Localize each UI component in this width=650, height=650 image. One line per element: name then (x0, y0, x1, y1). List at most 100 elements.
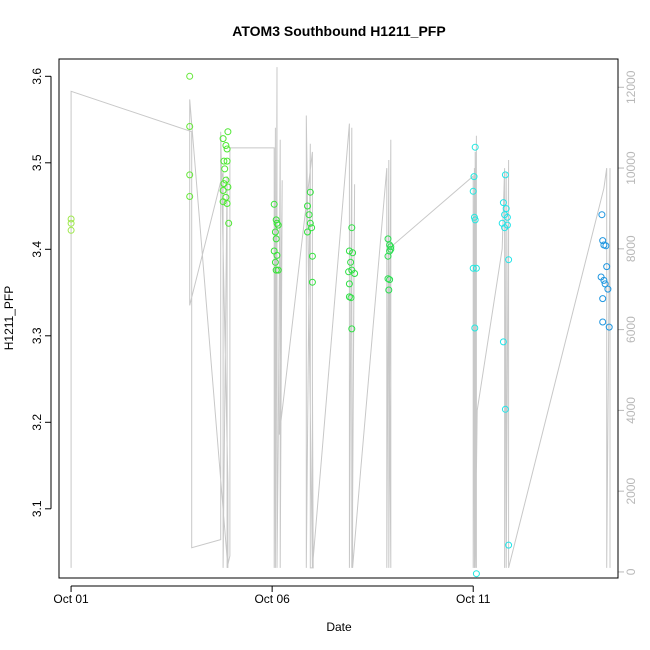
x-tick-label: Oct 01 (53, 592, 89, 606)
data-point (270, 200, 278, 208)
data-point (349, 249, 357, 257)
data-point (601, 280, 609, 288)
data-point (273, 251, 281, 259)
data-point (501, 171, 509, 179)
data-point (386, 276, 394, 284)
data-point (273, 219, 281, 227)
data-point (186, 193, 194, 200)
data-point (186, 72, 194, 80)
data-point (501, 405, 509, 413)
y-tick-label: 3.2 (30, 414, 44, 431)
data-point (308, 224, 316, 232)
data-point (503, 213, 511, 221)
y2-tick-label: 2000 (624, 478, 638, 505)
x-tick-label: Oct 11 (456, 592, 491, 606)
y-tick-label: 3.3 (30, 327, 44, 344)
data-point (224, 183, 232, 191)
data-point (306, 219, 314, 227)
chart-title: ATOM3 Southbound H1211_PFP (232, 23, 445, 39)
data-point (220, 157, 228, 165)
data-point (599, 318, 607, 326)
data-point (387, 245, 395, 253)
data-point (603, 263, 611, 271)
data-point (225, 219, 233, 227)
data-point (272, 235, 280, 243)
data-point (605, 323, 613, 331)
data-point (308, 278, 316, 286)
data-point (472, 570, 480, 578)
plot-frame (58, 58, 619, 579)
y2-tick-label: 12000 (624, 70, 638, 104)
data-point (274, 221, 282, 229)
data-point (470, 173, 478, 181)
data-point (471, 143, 479, 151)
y-tick-label: 3.1 (30, 500, 44, 517)
y-tick-label: 3.4 (30, 241, 44, 258)
y2-tick-label: 0 (624, 568, 638, 575)
y2-tick-label: 10000 (624, 151, 638, 185)
data-point (271, 228, 279, 236)
data-point (306, 188, 314, 196)
data-point (220, 180, 228, 188)
gray-line-layer (70, 67, 611, 569)
data-point (67, 226, 75, 234)
data-point (308, 252, 316, 260)
data-point (469, 264, 477, 272)
data-point (305, 211, 313, 219)
data-point (345, 280, 353, 288)
data-point (471, 216, 479, 224)
data-point (347, 294, 355, 302)
data-point (385, 286, 393, 294)
data-point (505, 256, 513, 264)
data-point (67, 219, 75, 227)
y-tick-label: 3.6 (30, 68, 44, 85)
data-point (499, 199, 507, 207)
y2-tick-label: 8000 (624, 235, 638, 262)
y-axis-label: H1211_PFP (2, 286, 16, 350)
data-point (272, 266, 280, 274)
data-point (472, 264, 480, 272)
data-point (348, 325, 356, 333)
data-point (600, 276, 608, 284)
data-point (599, 295, 607, 303)
data-point (221, 165, 229, 173)
data-point (351, 270, 359, 277)
data-point (471, 324, 479, 332)
data-point (223, 145, 231, 153)
data-point (271, 258, 279, 266)
data-point (604, 285, 612, 293)
data-point (347, 258, 355, 266)
data-point (348, 224, 356, 232)
data-point (469, 187, 477, 195)
data-point (499, 338, 507, 346)
data-point (222, 142, 230, 149)
data-point (67, 215, 75, 223)
data-point (503, 221, 511, 229)
data-point (304, 202, 311, 210)
x-tick-label: Oct 06 (254, 592, 290, 606)
data-point (304, 228, 311, 236)
data-point (274, 266, 282, 274)
x-axis-label: Date (326, 620, 352, 634)
data-point (186, 171, 194, 179)
data-point (384, 252, 392, 260)
data-point (599, 237, 607, 245)
data-point (186, 123, 194, 130)
data-point (224, 128, 232, 136)
data-point (505, 541, 513, 549)
data-point (387, 243, 395, 251)
data-point (219, 187, 227, 194)
points-layer (67, 72, 613, 578)
data-point (223, 200, 231, 207)
data-point (598, 211, 606, 219)
data-point (222, 176, 230, 184)
y-tick-label: 3.5 (30, 154, 44, 171)
y2-tick-label: 6000 (624, 316, 638, 343)
data-point (602, 242, 610, 250)
data-point (219, 135, 227, 143)
gray-line-series (70, 67, 611, 569)
y2-tick-label: 4000 (624, 397, 638, 424)
data-point (223, 157, 231, 165)
